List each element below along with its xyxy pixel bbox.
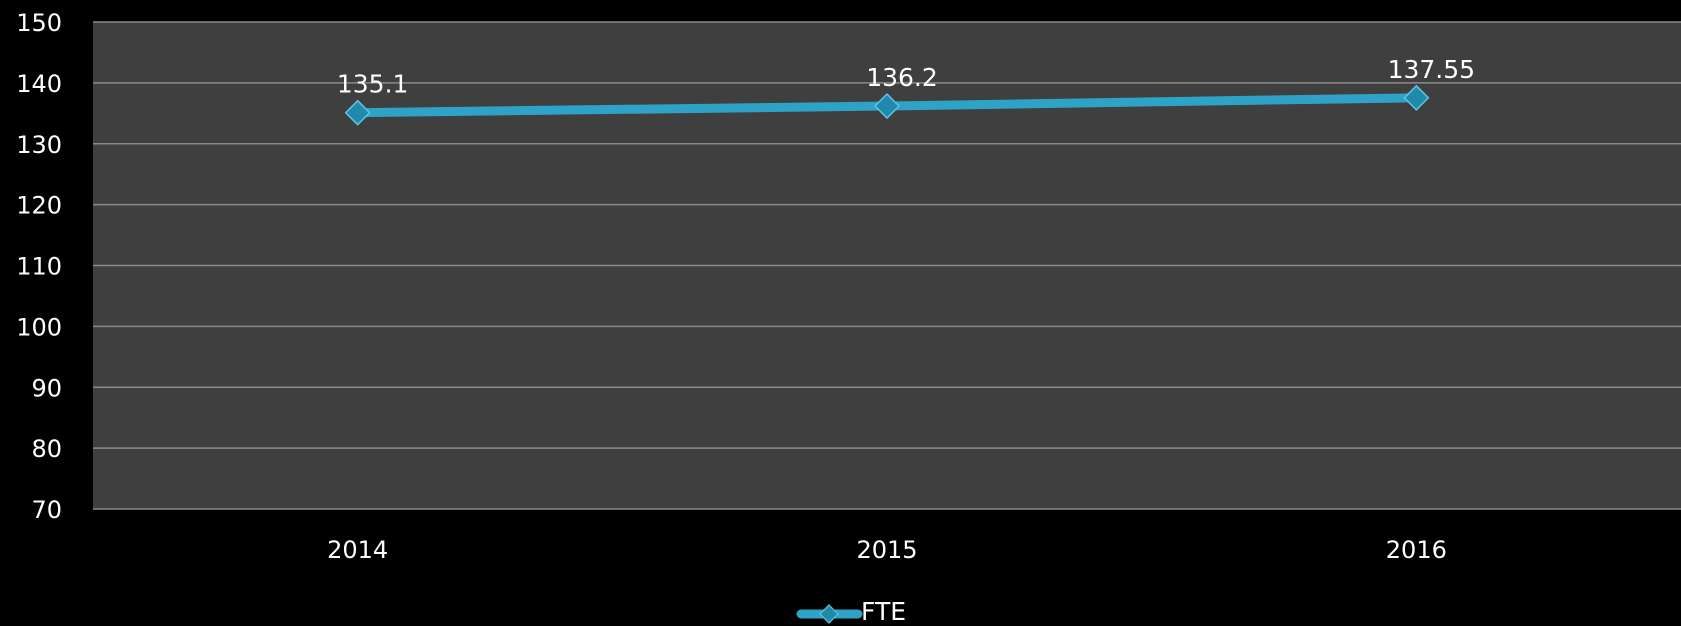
gridlines xyxy=(93,21,1681,510)
legend-label-fte: FTE xyxy=(861,597,906,626)
x-tick-label: 2014 xyxy=(327,536,388,564)
series-fte xyxy=(344,84,1430,126)
x-tick-label: 2015 xyxy=(856,536,917,564)
y-tick-label: 80 xyxy=(31,435,62,463)
data-label: 136.2 xyxy=(866,63,938,92)
data-label: 137.55 xyxy=(1388,55,1475,84)
y-tick-label: 90 xyxy=(31,374,62,402)
data-labels: 135.1 136.2 137.55 xyxy=(337,55,1475,99)
x-tick-label: 2016 xyxy=(1386,536,1447,564)
y-tick-label: 150 xyxy=(16,9,62,37)
y-axis-ticks: 150 140 130 120 110 100 90 80 70 xyxy=(16,9,62,524)
x-axis-ticks: 2014 2015 2016 xyxy=(327,536,1447,564)
data-label: 135.1 xyxy=(337,70,409,99)
y-tick-label: 140 xyxy=(16,70,62,98)
y-tick-label: 110 xyxy=(16,253,62,281)
data-point-marker xyxy=(1403,84,1430,111)
y-tick-label: 120 xyxy=(16,192,62,220)
y-tick-label: 100 xyxy=(16,313,62,341)
legend-diamond-marker xyxy=(819,604,839,624)
y-tick-label: 70 xyxy=(31,496,62,524)
y-tick-label: 130 xyxy=(16,131,62,159)
data-point-marker xyxy=(344,99,371,126)
legend: FTE xyxy=(796,597,906,626)
data-point-marker xyxy=(873,92,901,120)
